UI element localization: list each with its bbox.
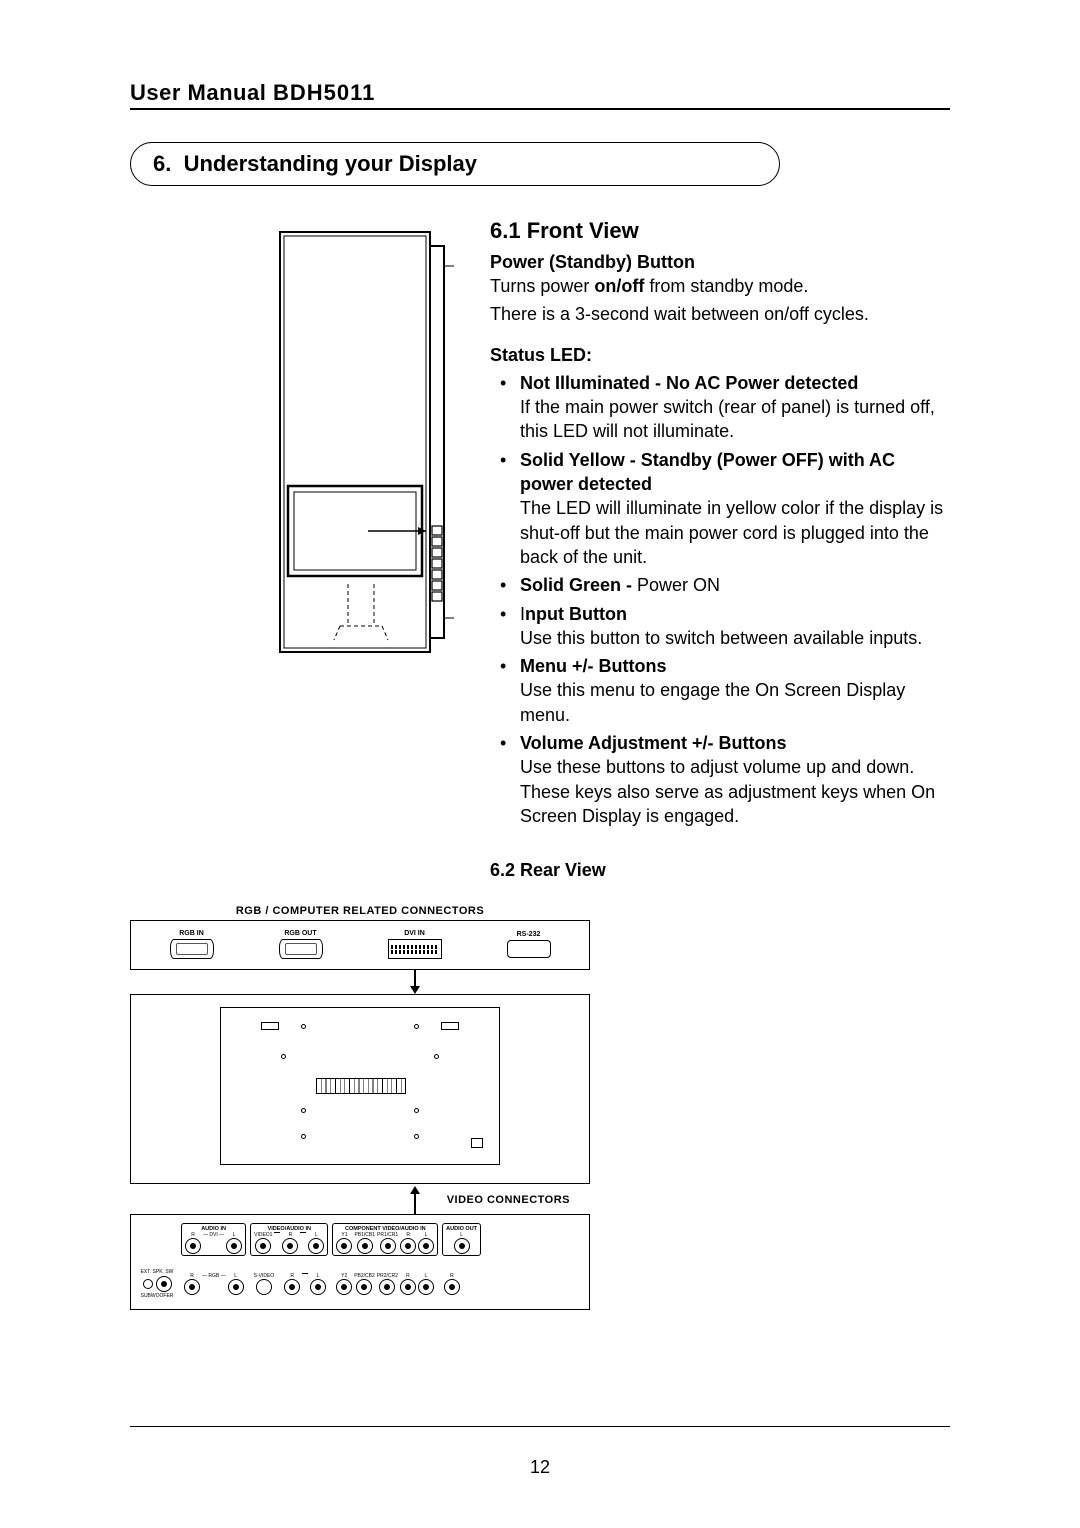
header-prefix: User Manual — [130, 80, 273, 105]
rgb-out-port: RGB OUT — [279, 930, 323, 959]
list-item: Input Button Use this button to switch b… — [490, 602, 950, 651]
rca-icon — [184, 1279, 200, 1295]
rca-icon — [308, 1238, 324, 1254]
video-connector-panel: AUDIO IN R — DVI — L VIDEO/AUDIO IN VIDE… — [130, 1214, 590, 1310]
rear-view-heading: 6.2 Rear View — [490, 858, 950, 882]
page-number: 12 — [130, 1426, 950, 1478]
rca-icon — [379, 1279, 395, 1295]
video-connectors-title: VIDEO CONNECTORS — [447, 1194, 570, 1206]
rca-icon — [336, 1238, 352, 1254]
rca-icon — [380, 1238, 396, 1254]
rear-view-diagram: RGB / COMPUTER RELATED CONNECTORS RGB IN… — [130, 905, 590, 1310]
status-led-title: Status LED: — [490, 343, 950, 367]
rca-icon — [357, 1238, 373, 1254]
power-desc-1: Turns power on/off from standby mode. — [490, 274, 950, 298]
front-view-heading: 6.1 Front View — [490, 216, 950, 246]
rca-icon — [310, 1279, 326, 1295]
list-item: Not Illuminated - No AC Power detected I… — [490, 371, 950, 444]
rca-icon — [336, 1279, 352, 1295]
section-heading: 6. Understanding your Display — [130, 142, 780, 186]
rear-panel-outline — [130, 994, 590, 1184]
header-model: BDH5011 — [273, 80, 375, 105]
vga-icon — [279, 939, 323, 959]
rca-icon — [185, 1238, 201, 1254]
serial-icon — [507, 940, 551, 958]
component-group: COMPONENT VIDEO/AUDIO IN Y1 PB1/CB1 PR1/… — [332, 1223, 438, 1256]
rca-icon — [400, 1279, 416, 1295]
component2-group: Y2 PB2/CB2 PR2/CR2 R L — [333, 1271, 437, 1296]
dvi-icon — [388, 939, 442, 959]
rgb-connector-panel: RGB IN RGB OUT DVI IN RS-232 — [130, 920, 590, 970]
rca-icon — [444, 1279, 460, 1295]
video-audio-in-group: VIDEO/AUDIO IN VIDEO1 R L — [250, 1223, 328, 1256]
switch-icon — [143, 1279, 153, 1289]
rca-icon — [282, 1238, 298, 1254]
rca-icon — [356, 1279, 372, 1295]
vga-icon — [170, 939, 214, 959]
rgb-connectors-title: RGB / COMPUTER RELATED CONNECTORS — [130, 905, 590, 917]
rca-icon — [226, 1238, 242, 1254]
audio-out-r-group: R — [441, 1271, 463, 1296]
list-item: Solid Yellow - Standby (Power OFF) with … — [490, 448, 950, 569]
rca-icon — [418, 1279, 434, 1295]
rca-icon — [454, 1238, 470, 1254]
list-item: Solid Green - Power ON — [490, 573, 950, 597]
rca-icon — [400, 1238, 416, 1254]
page-header: User Manual BDH5011 — [130, 80, 950, 110]
status-led-list: Not Illuminated - No AC Power detected I… — [490, 371, 950, 828]
power-desc-2: There is a 3-second wait between on/off … — [490, 302, 950, 326]
audio-in-rgb-group: R — RGB — L — [181, 1271, 247, 1296]
rca-icon — [156, 1276, 172, 1292]
front-view-diagram — [130, 216, 460, 897]
list-item: Menu +/- Buttons Use this menu to engage… — [490, 654, 950, 727]
rca-icon — [228, 1279, 244, 1295]
audio-out-group: AUDIO OUT L — [442, 1223, 481, 1256]
rca-icon — [284, 1279, 300, 1295]
svideo-group: S-VIDEO R L — [251, 1271, 330, 1296]
dvi-in-port: DVI IN — [388, 930, 442, 959]
power-button-title: Power (Standby) Button — [490, 250, 950, 274]
rca-icon — [255, 1238, 271, 1254]
ext-spk-label: EXT. SPK. SW — [141, 1269, 174, 1275]
audio-in-group: AUDIO IN R — DVI — L — [181, 1223, 246, 1256]
rs232-port: RS-232 — [507, 931, 551, 958]
rca-icon — [418, 1238, 434, 1254]
subwoofer-label: SUBWOOFER — [141, 1293, 174, 1299]
rgb-in-port: RGB IN — [170, 930, 214, 959]
svideo-icon — [256, 1279, 272, 1295]
list-item: Volume Adjustment +/- Buttons Use these … — [490, 731, 950, 828]
